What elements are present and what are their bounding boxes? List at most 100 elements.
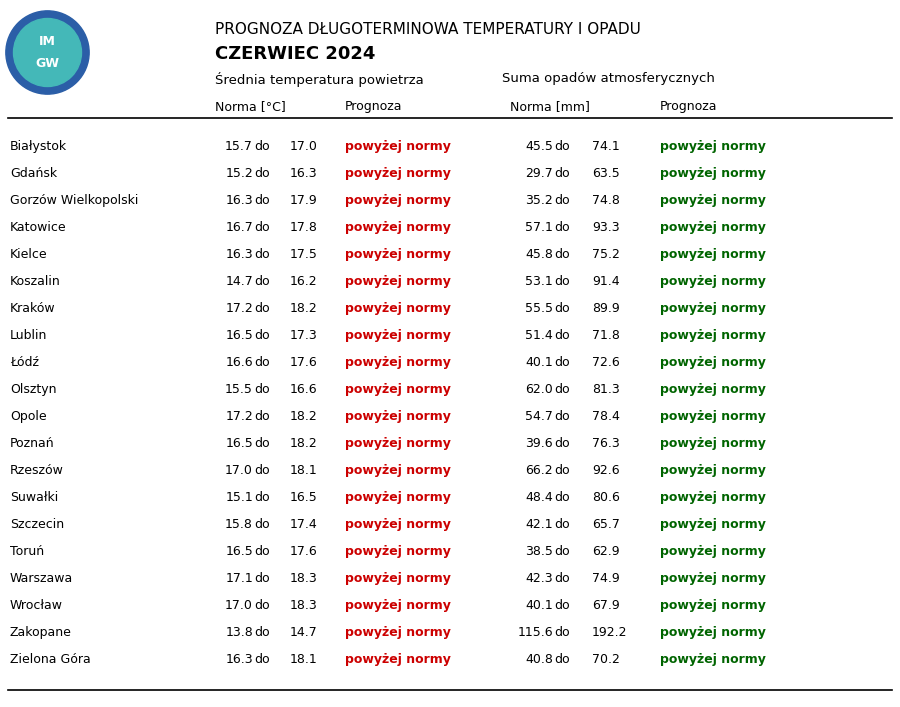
Text: do: do (554, 275, 570, 288)
Text: 74.1: 74.1 (592, 140, 620, 153)
Text: do: do (554, 599, 570, 612)
Text: powyżej normy: powyżej normy (345, 599, 451, 612)
Text: do: do (254, 626, 270, 639)
Text: do: do (254, 194, 270, 207)
Text: powyżej normy: powyżej normy (345, 464, 451, 477)
Text: 62.9: 62.9 (592, 545, 619, 558)
Text: powyżej normy: powyżej normy (660, 599, 766, 612)
Text: 16.3: 16.3 (290, 167, 318, 180)
Text: do: do (254, 437, 270, 450)
Text: do: do (254, 599, 270, 612)
Text: 18.1: 18.1 (290, 464, 318, 477)
Text: 13.8: 13.8 (225, 626, 253, 639)
Text: 81.3: 81.3 (592, 383, 620, 396)
Text: 40.1: 40.1 (526, 356, 553, 369)
Text: powyżej normy: powyżej normy (345, 572, 451, 585)
Text: 74.9: 74.9 (592, 572, 620, 585)
Text: 15.5: 15.5 (225, 383, 253, 396)
Text: do: do (554, 410, 570, 423)
Text: do: do (254, 383, 270, 396)
Text: powyżej normy: powyżej normy (660, 437, 766, 450)
Text: 15.7: 15.7 (225, 140, 253, 153)
Text: Łódź: Łódź (10, 356, 39, 369)
Text: 65.7: 65.7 (592, 518, 620, 531)
Text: 17.9: 17.9 (290, 194, 318, 207)
Text: powyżej normy: powyżej normy (345, 302, 451, 315)
Text: 18.2: 18.2 (290, 410, 318, 423)
Text: 15.8: 15.8 (225, 518, 253, 531)
Text: 14.7: 14.7 (290, 626, 318, 639)
Text: do: do (254, 167, 270, 180)
Text: 16.5: 16.5 (290, 491, 318, 504)
Text: 91.4: 91.4 (592, 275, 619, 288)
Text: do: do (254, 221, 270, 234)
Text: 53.1: 53.1 (526, 275, 553, 288)
Text: powyżej normy: powyżej normy (660, 518, 766, 531)
Text: do: do (554, 329, 570, 342)
Text: GW: GW (35, 57, 59, 70)
Text: Suma opadów atmosferycznych: Suma opadów atmosferycznych (502, 72, 715, 85)
Text: 76.3: 76.3 (592, 437, 620, 450)
Text: 45.8: 45.8 (525, 248, 553, 261)
Text: do: do (554, 653, 570, 666)
Text: Koszalin: Koszalin (10, 275, 61, 288)
Text: 17.5: 17.5 (290, 248, 318, 261)
Text: do: do (554, 572, 570, 585)
Text: Toruń: Toruń (10, 545, 44, 558)
Text: Prognoza: Prognoza (660, 100, 717, 113)
Text: do: do (254, 248, 270, 261)
Text: 62.0: 62.0 (526, 383, 553, 396)
Text: 14.7: 14.7 (225, 275, 253, 288)
Text: 16.3: 16.3 (225, 248, 253, 261)
Text: Gorzów Wielkopolski: Gorzów Wielkopolski (10, 194, 139, 207)
Text: Norma [°C]: Norma [°C] (215, 100, 286, 113)
Text: do: do (254, 356, 270, 369)
Text: 16.5: 16.5 (225, 329, 253, 342)
Text: 45.5: 45.5 (525, 140, 553, 153)
Text: do: do (254, 275, 270, 288)
Text: do: do (254, 653, 270, 666)
Text: 16.6: 16.6 (225, 356, 253, 369)
Text: 15.1: 15.1 (225, 491, 253, 504)
Text: powyżej normy: powyżej normy (345, 410, 451, 423)
Text: do: do (254, 518, 270, 531)
Text: powyżej normy: powyżej normy (660, 356, 766, 369)
Text: 16.7: 16.7 (225, 221, 253, 234)
Text: 16.2: 16.2 (290, 275, 318, 288)
Text: Lublin: Lublin (10, 329, 48, 342)
Text: do: do (554, 302, 570, 315)
Text: 40.1: 40.1 (526, 599, 553, 612)
Text: do: do (254, 410, 270, 423)
Text: do: do (254, 464, 270, 477)
Text: do: do (254, 491, 270, 504)
Text: 67.9: 67.9 (592, 599, 620, 612)
Text: do: do (554, 383, 570, 396)
Text: 92.6: 92.6 (592, 464, 619, 477)
Text: Olsztyn: Olsztyn (10, 383, 57, 396)
Text: do: do (554, 518, 570, 531)
Text: 17.0: 17.0 (290, 140, 318, 153)
Text: powyżej normy: powyżej normy (660, 626, 766, 639)
Text: powyżej normy: powyżej normy (345, 383, 451, 396)
Text: 16.6: 16.6 (290, 383, 318, 396)
Text: 16.3: 16.3 (225, 653, 253, 666)
Text: Poznań: Poznań (10, 437, 55, 450)
Text: 17.4: 17.4 (290, 518, 318, 531)
Text: 18.2: 18.2 (290, 302, 318, 315)
Text: Prognoza: Prognoza (345, 100, 402, 113)
Text: 57.1: 57.1 (525, 221, 553, 234)
Text: Suwałki: Suwałki (10, 491, 59, 504)
Text: Średnia temperatura powietrza: Średnia temperatura powietrza (215, 72, 424, 87)
Text: powyżej normy: powyżej normy (660, 275, 766, 288)
Text: 16.3: 16.3 (225, 194, 253, 207)
Text: powyżej normy: powyżej normy (345, 140, 451, 153)
Text: 18.1: 18.1 (290, 653, 318, 666)
Text: PROGNOZA DŁUGOTERMINOWA TEMPERATURY I OPADU: PROGNOZA DŁUGOTERMINOWA TEMPERATURY I OP… (215, 22, 641, 37)
Text: powyżej normy: powyżej normy (660, 221, 766, 234)
Circle shape (6, 11, 89, 94)
Text: 17.2: 17.2 (225, 410, 253, 423)
Circle shape (14, 18, 82, 86)
Text: 18.3: 18.3 (290, 599, 318, 612)
Text: do: do (554, 626, 570, 639)
Text: powyżej normy: powyżej normy (660, 302, 766, 315)
